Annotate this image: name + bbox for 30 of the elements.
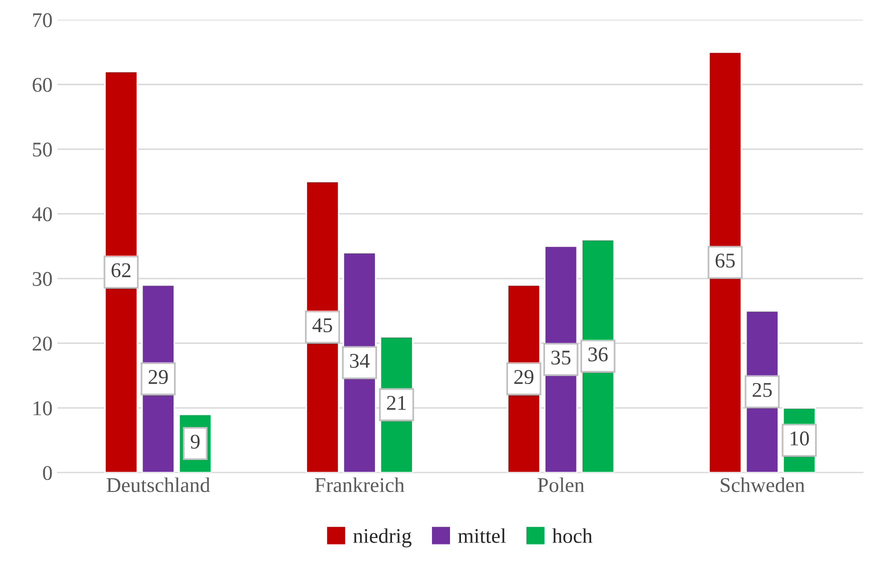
bar (306, 180, 340, 473)
data-label: 29 (514, 370, 534, 384)
data-label: 45 (312, 318, 332, 332)
bar (708, 51, 742, 473)
y-tick-label: 30 (32, 272, 52, 286)
data-label: 25 (752, 382, 772, 397)
data-label: 36 (588, 347, 608, 362)
x-tick-label: Deutschland (106, 477, 210, 492)
data-label: 9 (190, 434, 200, 449)
legend-label: niedrig (353, 528, 412, 548)
data-label: 65 (716, 254, 735, 268)
x-tick-label: Polen (538, 477, 584, 492)
legend-label: hoch (552, 528, 592, 543)
y-tick-label: 50 (33, 142, 52, 157)
data-label: 35 (551, 350, 570, 365)
bar (104, 70, 138, 473)
data-label: 10 (790, 431, 809, 446)
data-label: 34 (350, 354, 370, 368)
legend-label: mittel (458, 528, 506, 543)
x-tick-label: Schweden (720, 477, 805, 492)
y-tick-label: 60 (32, 78, 52, 92)
y-tick-label: 10 (34, 401, 52, 416)
y-tick-label: 20 (32, 336, 52, 351)
x-tick-label: Frankreich (315, 477, 404, 492)
data-label: 21 (387, 396, 406, 410)
y-tick-label: 0 (43, 466, 52, 480)
y-tick-label: 70 (33, 13, 52, 28)
data-label: 62 (112, 263, 130, 278)
y-tick-label: 40 (32, 207, 52, 222)
data-label: 29 (148, 370, 168, 384)
